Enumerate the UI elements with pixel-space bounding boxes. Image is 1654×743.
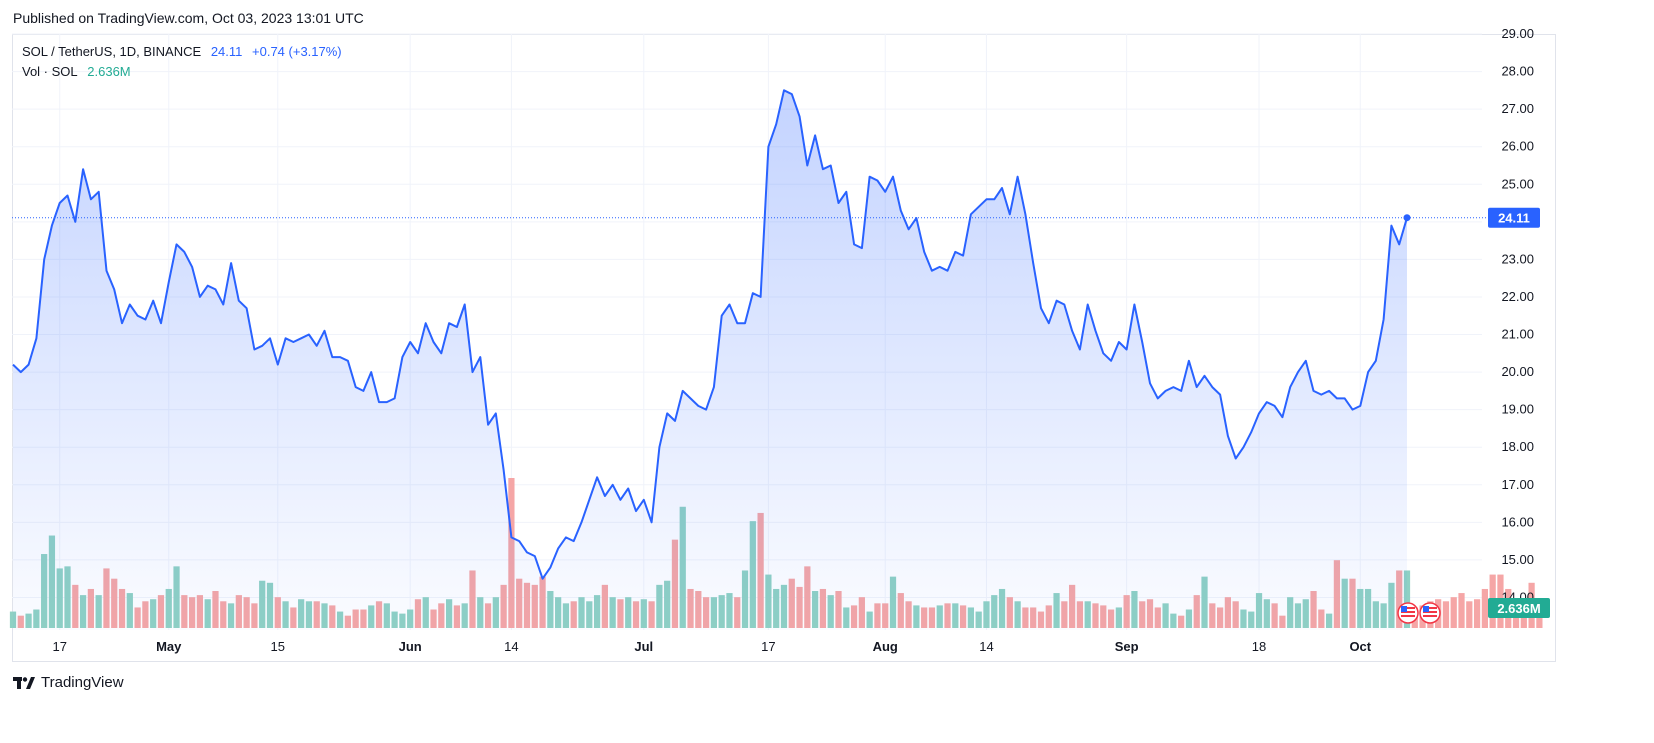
volume-bar bbox=[1481, 588, 1488, 628]
flag-stripe bbox=[1401, 615, 1415, 617]
us-flag-icon bbox=[1419, 602, 1441, 624]
x-tick-label: 17 bbox=[761, 639, 775, 654]
flag-stripe bbox=[1401, 611, 1415, 613]
y-tick-label: 17.00 bbox=[1501, 477, 1534, 492]
volume-bar bbox=[1458, 593, 1465, 628]
price-area bbox=[12, 89, 1408, 631]
x-tick-label: 14 bbox=[979, 639, 993, 654]
y-tick-label: 28.00 bbox=[1501, 64, 1534, 79]
x-tick-label: Jul bbox=[634, 639, 653, 654]
x-tick-label: Oct bbox=[1349, 639, 1371, 654]
published-caption: Published on TradingView.com, Oct 03, 20… bbox=[13, 10, 364, 26]
last-price-tag bbox=[1488, 207, 1540, 228]
x-tick-label: 15 bbox=[271, 639, 285, 654]
volume-bar bbox=[1450, 597, 1457, 628]
volume-label[interactable]: Vol · SOL bbox=[22, 64, 78, 79]
y-tick-label: 19.00 bbox=[1501, 402, 1534, 417]
y-tick-label: 20.00 bbox=[1501, 364, 1534, 379]
y-tick-label: 25.00 bbox=[1501, 176, 1534, 191]
time-axis: 17 May 15 Jun 14 Jul 17 Aug 14 Sep 18 Oct bbox=[52, 639, 1371, 654]
tradingview-logo[interactable]: TradingView bbox=[13, 674, 124, 691]
volume-bar bbox=[1442, 601, 1450, 628]
last-price-dot bbox=[1403, 214, 1411, 222]
symbol-label[interactable]: SOL / TetherUS, 1D, BINANCE bbox=[22, 44, 202, 59]
symbol-legend[interactable]: SOL / TetherUS, 1D, BINANCE 24.11 +0.74 … bbox=[22, 44, 348, 59]
x-tick-label: 18 bbox=[1252, 639, 1266, 654]
price-line bbox=[12, 89, 1408, 580]
volume-bar bbox=[1473, 599, 1481, 628]
x-tick-label: 14 bbox=[504, 639, 518, 654]
price-area-fill bbox=[13, 90, 1407, 631]
x-tick-label: 17 bbox=[52, 639, 66, 654]
flag-stripe bbox=[1423, 615, 1437, 617]
flag-canton bbox=[1401, 606, 1407, 612]
y-tick-label: 22.00 bbox=[1501, 289, 1534, 304]
tradingview-brand: TradingView bbox=[41, 674, 124, 691]
price-axis: 14.0015.0016.0017.0018.0019.0020.0021.00… bbox=[1501, 26, 1534, 604]
y-tick-label: 27.00 bbox=[1501, 101, 1534, 116]
flag-stripe bbox=[1401, 607, 1415, 609]
y-tick-label: 21.00 bbox=[1501, 327, 1534, 342]
volume-bar bbox=[1466, 601, 1473, 628]
flag-stripe bbox=[1423, 611, 1437, 613]
x-tick-label: Sep bbox=[1115, 639, 1139, 654]
volume-legend[interactable]: Vol · SOL 2.636M bbox=[22, 64, 137, 79]
last-volume-tag bbox=[1488, 598, 1550, 618]
flag-stripe bbox=[1423, 607, 1437, 609]
last-price-tag-label: 24.11 bbox=[1498, 211, 1530, 226]
y-tick-label: 26.00 bbox=[1501, 139, 1534, 154]
x-tick-label: Jun bbox=[399, 639, 422, 654]
us-flag-icon bbox=[1397, 602, 1419, 624]
tradingview-logo-icon bbox=[13, 676, 35, 689]
y-tick-label: 18.00 bbox=[1501, 439, 1534, 454]
x-tick-label: Aug bbox=[873, 639, 898, 654]
markers: 24.11 2.636M bbox=[12, 207, 1550, 624]
y-tick-label: 15.00 bbox=[1501, 552, 1534, 567]
y-tick-label: 16.00 bbox=[1501, 514, 1534, 529]
last-price-value: 24.11 bbox=[210, 44, 243, 59]
flag-canton bbox=[1423, 606, 1429, 612]
x-tick-label: May bbox=[156, 639, 182, 654]
volume-value: 2.636M bbox=[87, 64, 131, 79]
last-volume-tag-label: 2.636M bbox=[1497, 601, 1540, 616]
y-tick-label: 23.00 bbox=[1501, 251, 1534, 266]
y-tick-label: 29.00 bbox=[1501, 26, 1534, 41]
price-change-value: +0.74 (+3.17%) bbox=[252, 44, 342, 59]
